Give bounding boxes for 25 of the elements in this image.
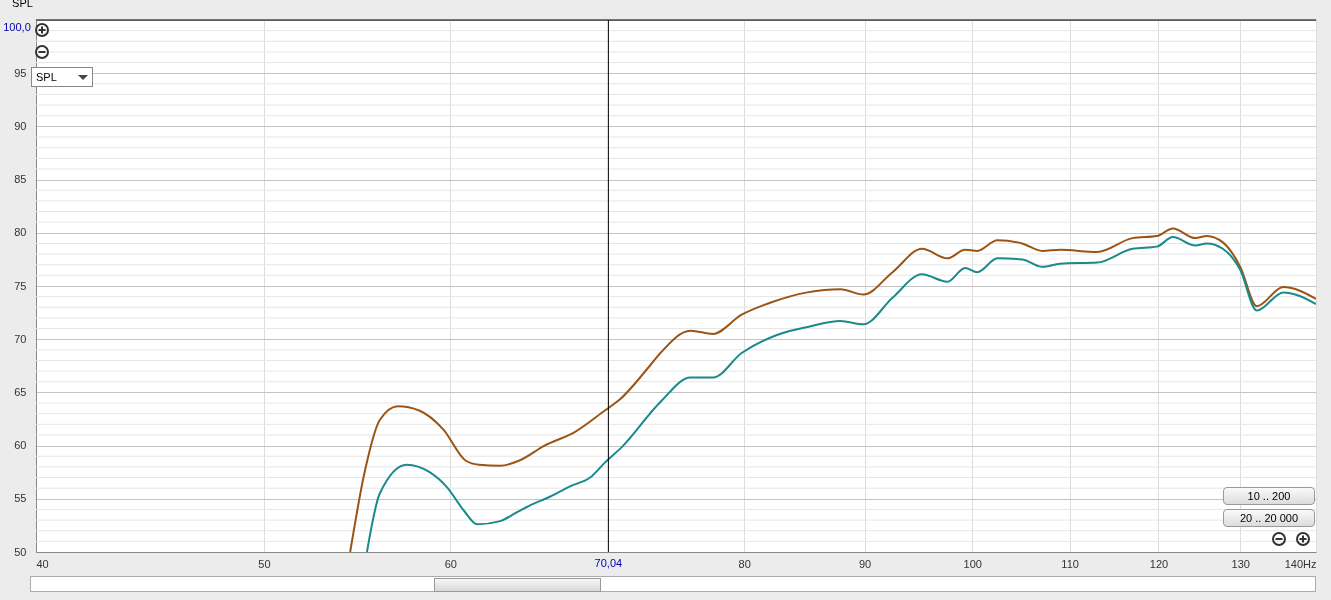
- x-tick-label: 120: [1149, 557, 1169, 570]
- ref-line-label: 100,0: [3, 21, 31, 33]
- x-tick-label: 110: [1061, 557, 1079, 570]
- y-tick-label: 55: [14, 492, 27, 505]
- button: 10 .. 200: [1223, 487, 1315, 505]
- x-tick-label: 80: [738, 557, 751, 570]
- y-tick-label: 90: [14, 119, 27, 132]
- y-tick-label: 75: [14, 279, 27, 292]
- y-tick-label: 80: [14, 226, 27, 239]
- ref-line-label: 70,04: [594, 557, 623, 569]
- y-tick-label: 70: [14, 332, 27, 345]
- button: 20 .. 20 000: [1223, 509, 1315, 527]
- x-tick-label: 130: [1231, 557, 1250, 570]
- y-tick-label: 65: [14, 385, 27, 398]
- x-tick-label: 40: [36, 557, 49, 570]
- x-tick-label: 50: [258, 557, 271, 570]
- x-tick-label: 140Hz: [1284, 557, 1317, 570]
- x-tick-label: 60: [444, 557, 457, 570]
- y-tick-label: 50: [14, 545, 27, 558]
- x-tick-label: 90: [858, 557, 872, 570]
- y-tick-label: 95: [14, 66, 27, 79]
- y-tick-label: 60: [14, 439, 27, 452]
- x-tick-label: 100: [963, 557, 982, 570]
- dropdown: SPL: [31, 67, 93, 87]
- y-tick-label: 85: [14, 173, 27, 186]
